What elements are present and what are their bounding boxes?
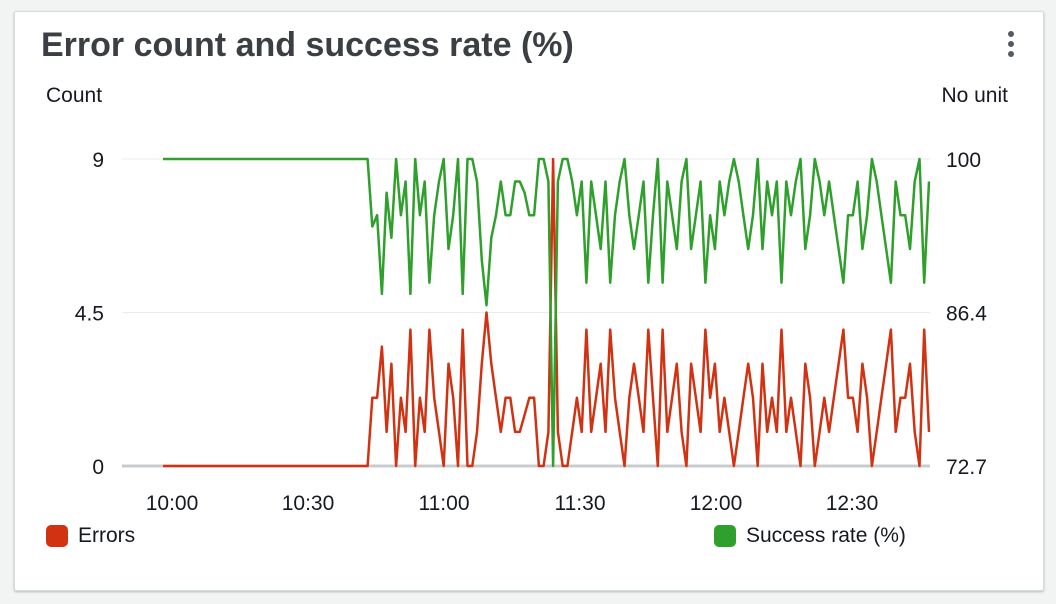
- right-tick-label: 86.4: [946, 303, 987, 326]
- widget-card: Error count and success rate (%): [14, 11, 1044, 591]
- x-tick-label: 12:00: [690, 492, 743, 515]
- right-tick-label: 100: [946, 149, 981, 172]
- x-tick-label: 12:30: [826, 492, 879, 515]
- right-axis-ticks: 100 86.4 72.7: [946, 149, 987, 479]
- x-tick-label: 11:30: [555, 492, 606, 515]
- right-axis-label: No unit: [941, 84, 1008, 107]
- legend-item-errors[interactable]: Errors: [46, 524, 135, 548]
- legend-swatch-errors: [46, 525, 68, 547]
- series-lines: [163, 157, 931, 468]
- x-tick-label: 10:30: [282, 492, 335, 515]
- series-line-success-rate: [163, 157, 931, 468]
- legend-label-success: Success rate (%): [746, 524, 906, 547]
- left-tick-label: 9: [92, 149, 104, 172]
- legend-swatch-success: [714, 525, 736, 547]
- left-tick-label: 0: [92, 456, 104, 479]
- x-tick-label: 11:00: [419, 492, 470, 515]
- x-tick-label: 10:00: [146, 492, 199, 515]
- legend-label-errors: Errors: [78, 524, 136, 547]
- right-tick-label: 72.7: [946, 456, 987, 479]
- legend-item-success[interactable]: Success rate (%): [714, 524, 906, 548]
- series-line-errors: [163, 157, 931, 468]
- vertical-ellipsis-icon[interactable]: [1001, 29, 1021, 59]
- left-axis-ticks: 94.50: [75, 149, 104, 479]
- widget-title: Error count and success rate (%): [41, 26, 574, 64]
- left-axis-label: Count: [46, 84, 103, 107]
- x-axis-ticks: 10:00 10:30 11:00 11:30 12:00 12:30: [146, 492, 879, 515]
- left-tick-label: 4.5: [75, 303, 104, 326]
